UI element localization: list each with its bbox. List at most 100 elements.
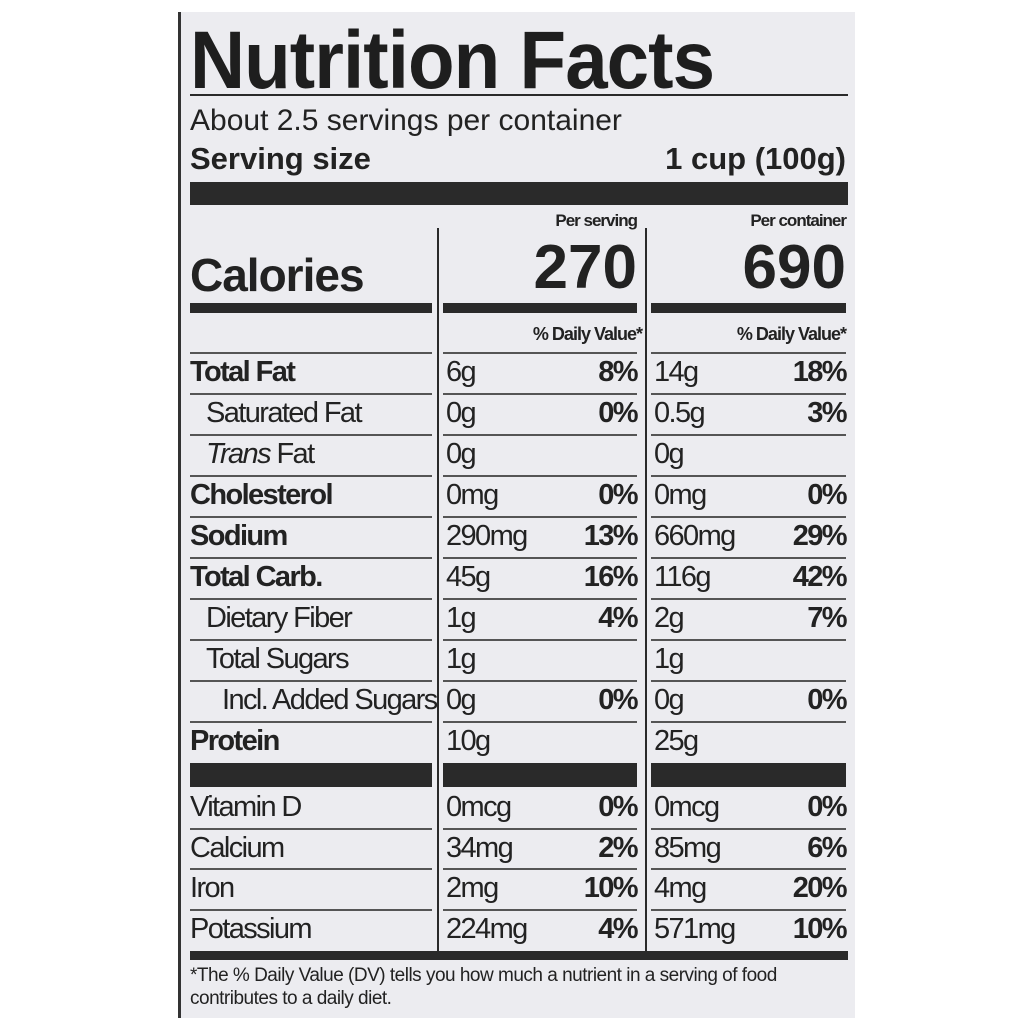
row-divider [651, 475, 846, 477]
row-divider [443, 598, 637, 600]
container-amount: 571mg [654, 913, 736, 946]
nutrition-label [178, 12, 855, 1018]
nutrient-name: Calcium [190, 831, 285, 864]
serving-daily-value: 4% [598, 913, 638, 946]
row-divider [651, 557, 846, 559]
row-divider [443, 557, 637, 559]
serving-amount: 1g [446, 602, 477, 634]
serving-amount: 1g [446, 643, 477, 675]
container-amount: 25g [654, 725, 699, 757]
nutrient-name-italic: Trans [206, 438, 272, 470]
serving-daily-value: 16% [583, 561, 639, 593]
thick-bar [651, 763, 846, 787]
row-divider [651, 393, 846, 395]
row-divider [443, 516, 637, 518]
row-divider [190, 393, 432, 395]
row-divider [443, 721, 637, 723]
container-amount: 116g [654, 561, 712, 593]
serving-daily-value: 8% [598, 356, 638, 388]
bar [443, 303, 637, 313]
per-container-header: Per container [750, 211, 847, 230]
daily-value-header-serving: % Daily Value* [532, 324, 643, 344]
serving-amount: 290mg [446, 520, 528, 552]
container-amount: 660mg [654, 520, 736, 552]
serving-daily-value: 0% [598, 791, 638, 823]
container-daily-value: 3% [807, 397, 847, 429]
row-divider [443, 909, 637, 912]
serving-daily-value: 2% [598, 831, 638, 864]
calories-per-container: 690 [742, 233, 846, 302]
per-serving-header: Per serving [555, 211, 638, 230]
row-divider [190, 721, 432, 723]
serving-size-value: 1 cup (100g) [665, 141, 846, 176]
serving-daily-value: 0% [598, 397, 638, 429]
thick-bar [190, 182, 848, 205]
label-title: Nutrition Facts [190, 15, 715, 106]
nutrient-name: Iron [190, 872, 235, 905]
thick-bar [443, 763, 637, 787]
serving-amount: 0g [446, 397, 477, 429]
container-amount: 14g [654, 356, 699, 388]
row-divider [651, 680, 846, 682]
row-divider [190, 909, 432, 912]
nutrient-name: Potassium [190, 913, 313, 946]
row-divider [190, 352, 432, 354]
row-divider [190, 475, 432, 477]
container-amount: 2g [654, 602, 685, 634]
thick-bar [190, 763, 432, 787]
servings-per-container: About 2.5 servings per container [190, 104, 622, 137]
container-daily-value: 0% [807, 479, 847, 511]
container-amount: 0.5g [654, 397, 706, 429]
bar [651, 303, 846, 313]
row-divider [190, 680, 432, 682]
container-amount: 4mg [654, 872, 707, 905]
nutrient-name: Total Fat [190, 356, 296, 388]
serving-daily-value: 0% [598, 684, 638, 716]
serving-amount: 45g [446, 561, 491, 593]
footnote: *The % Daily Value (DV) tells you how mu… [190, 965, 777, 1009]
nutrient-name: Saturated Fat [206, 397, 363, 429]
nutrient-name: Cholesterol [190, 479, 334, 511]
row-divider [651, 516, 846, 518]
row-divider [190, 827, 432, 830]
calories-label: Calories [190, 249, 365, 301]
row-divider [651, 721, 846, 723]
row-divider [651, 352, 846, 354]
serving-amount: 224mg [446, 913, 528, 946]
container-daily-value: 10% [792, 913, 848, 946]
row-divider [443, 434, 637, 436]
serving-amount: 34mg [446, 831, 514, 864]
container-daily-value: 20% [792, 872, 848, 905]
serving-daily-value: 10% [583, 872, 639, 905]
row-divider [651, 827, 846, 830]
container-amount: 0mcg [654, 791, 720, 823]
serving-daily-value: 13% [583, 520, 639, 552]
thick-bar [190, 951, 848, 960]
serving-amount: 10g [446, 725, 491, 757]
container-daily-value: 42% [792, 561, 848, 593]
nutrient-name: Incl. Added Sugars [222, 684, 438, 716]
container-daily-value: 18% [792, 356, 848, 388]
row-divider [443, 868, 637, 871]
nutrient-name: Total Sugars [206, 643, 350, 675]
row-divider [190, 598, 432, 600]
nutrient-name: Total Carb. [190, 561, 323, 593]
serving-amount: 0mg [446, 479, 499, 511]
row-divider [651, 868, 846, 871]
container-daily-value: 0% [807, 791, 847, 823]
row-divider [443, 639, 637, 641]
row-divider [651, 434, 846, 436]
serving-amount: 0g [446, 438, 477, 470]
nutrient-name: Sodium [190, 520, 288, 552]
serving-amount: 2mg [446, 872, 499, 905]
container-daily-value: 6% [807, 831, 847, 864]
row-divider [651, 639, 846, 641]
row-divider [443, 827, 637, 830]
row-divider [651, 909, 846, 912]
bar [190, 303, 432, 313]
row-divider [443, 352, 637, 354]
container-amount: 0mg [654, 479, 707, 511]
daily-value-header-container: % Daily Value* [736, 324, 847, 344]
container-daily-value: 29% [792, 520, 848, 552]
row-divider [190, 516, 432, 518]
